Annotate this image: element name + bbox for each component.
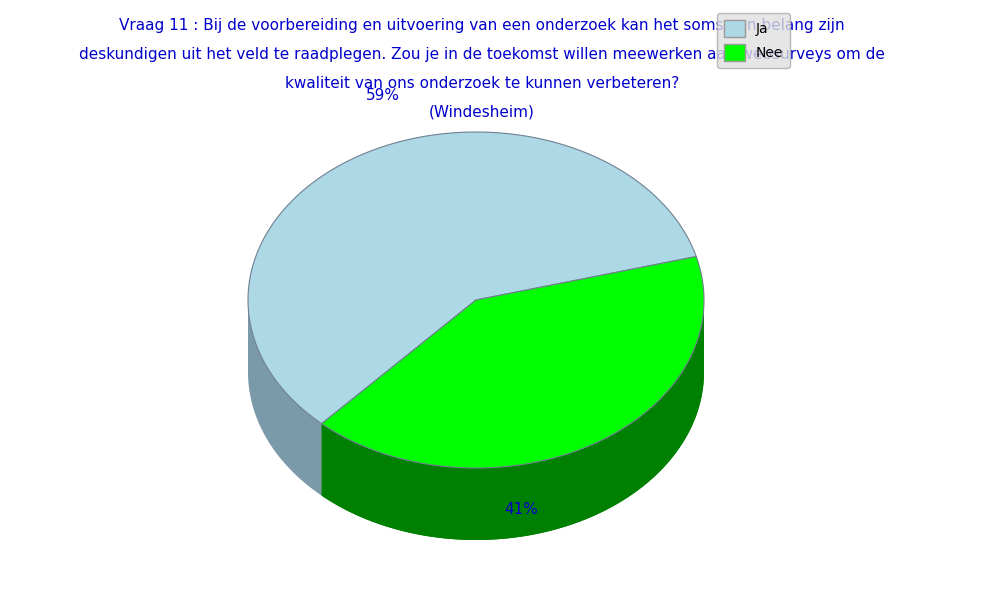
Legend: Ja, Nee: Ja, Nee <box>717 13 790 68</box>
Polygon shape <box>322 257 704 468</box>
Polygon shape <box>322 300 704 540</box>
Text: deskundigen uit het veld te raadplegen. Zou je in de toekomst willen meewerken a: deskundigen uit het veld te raadplegen. … <box>79 47 885 62</box>
Text: 59%: 59% <box>366 88 400 103</box>
Polygon shape <box>322 300 476 496</box>
Text: (Windesheim): (Windesheim) <box>429 104 535 119</box>
Polygon shape <box>322 329 704 540</box>
Polygon shape <box>248 132 696 424</box>
Text: 41%: 41% <box>504 503 538 517</box>
Text: Vraag 11 : Bij de voorbereiding en uitvoering van een onderzoek kan het soms van: Vraag 11 : Bij de voorbereiding en uitvo… <box>119 18 845 33</box>
Polygon shape <box>322 300 476 496</box>
Polygon shape <box>248 301 322 496</box>
Text: kwaliteit van ons onderzoek te kunnen verbeteren?: kwaliteit van ons onderzoek te kunnen ve… <box>285 76 679 91</box>
